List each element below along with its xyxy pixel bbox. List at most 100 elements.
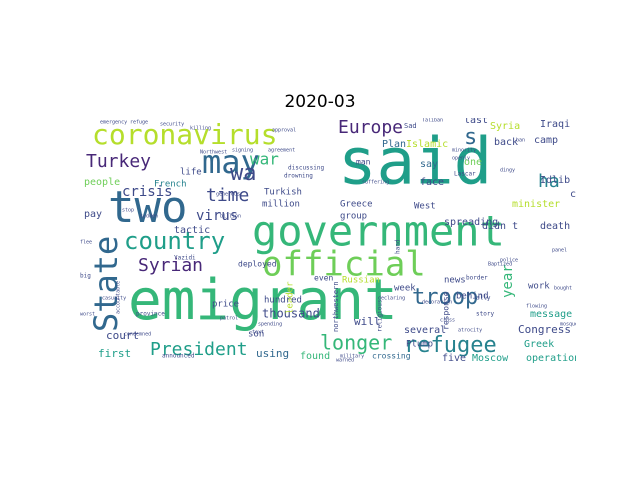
cloud-word: minority xyxy=(452,148,476,154)
cloud-word: people xyxy=(84,177,120,188)
cloud-word: Taliban xyxy=(422,118,443,124)
cloud-word: stop xyxy=(122,208,134,214)
cloud-word: price xyxy=(212,300,239,310)
chart-title: 2020-03 xyxy=(284,92,356,112)
cloud-word: spending xyxy=(258,322,282,328)
cloud-word: province xyxy=(136,311,165,318)
cloud-word: pay xyxy=(84,209,102,220)
cloud-word: week xyxy=(394,284,416,294)
cloud-word: Iraqi xyxy=(540,119,570,130)
cloud-word: emergency xyxy=(100,120,127,126)
cloud-word: crisis xyxy=(122,184,173,200)
cloud-word: spreading xyxy=(444,217,498,228)
cloud-word: using xyxy=(256,347,289,360)
cloud-word: announced xyxy=(162,353,195,360)
cloud-word: French xyxy=(154,180,187,190)
cloud-word: last xyxy=(464,118,488,126)
cloud-word: condemned xyxy=(124,332,151,338)
cloud-word: found xyxy=(300,351,330,362)
cloud-word: Moscow xyxy=(472,353,509,364)
cloud-word: behind xyxy=(456,292,489,302)
cloud-word: s xyxy=(464,125,477,150)
cloud-word: security xyxy=(160,122,184,128)
cloud-word: killing xyxy=(190,126,211,132)
cloud-word: northwestern xyxy=(332,281,340,332)
cloud-word: coronavirus xyxy=(92,118,277,151)
cloud-word: Lascar xyxy=(454,171,476,178)
cloud-word: Plan xyxy=(382,139,406,150)
cloud-word: suffering xyxy=(362,180,389,186)
cloud-word: billion xyxy=(220,214,241,220)
cloud-word: President xyxy=(150,339,248,360)
cloud-word: Syria xyxy=(490,121,520,132)
cloud-word: flee xyxy=(80,240,92,246)
cloud-word: Turkish xyxy=(264,188,302,198)
cloud-word: face xyxy=(420,177,444,188)
cloud-word: said xyxy=(338,126,492,200)
cloud-word: drowning xyxy=(284,173,313,180)
cloud-word: news xyxy=(444,276,466,286)
cloud-word: story xyxy=(476,311,494,318)
cloud-word: five xyxy=(442,353,466,364)
cloud-word: will xyxy=(354,315,381,328)
cloud-word: military xyxy=(340,354,364,360)
cloud-word: cross xyxy=(440,318,455,324)
cloud-word: generous xyxy=(216,192,240,198)
cloud-word: Congress xyxy=(518,323,571,336)
word-cloud: said emigrant government two coronavirus offi… xyxy=(80,118,576,366)
cloud-word: Yazidi xyxy=(174,255,196,262)
cloud-word: big xyxy=(80,273,91,280)
cloud-word: casualty xyxy=(102,296,126,302)
cloud-word: million xyxy=(262,200,300,210)
cloud-word: Syrian xyxy=(138,255,203,276)
cloud-word: Greek xyxy=(524,339,554,350)
cloud-word: ban xyxy=(516,138,525,144)
cloud-word: religious xyxy=(377,299,384,332)
cloud-word: patrol xyxy=(220,316,238,322)
cloud-word: time xyxy=(206,185,249,206)
cloud-word: official xyxy=(262,245,426,285)
cloud-word: declaring xyxy=(378,296,405,302)
cloud-word: deployed xyxy=(238,260,277,269)
cloud-word: group xyxy=(340,212,367,222)
cloud-word: ally xyxy=(476,295,491,302)
cloud-word: discussing xyxy=(288,165,325,172)
cloud-word: first xyxy=(98,347,131,360)
cloud-word: bought xyxy=(554,286,572,292)
cloud-word: approval xyxy=(272,128,296,134)
cloud-word: openly xyxy=(452,156,470,162)
cloud-word: thousand xyxy=(262,307,320,321)
cloud-word: dingy xyxy=(500,168,515,174)
cloud-word: hand xyxy=(395,239,402,254)
cloud-word: Northwest xyxy=(200,150,227,156)
cloud-word: tactic xyxy=(174,225,210,236)
cloud-word: city xyxy=(570,189,576,200)
word-cloud-canvas: said emigrant government two coronavirus offi… xyxy=(80,118,576,364)
cloud-word: refugee xyxy=(404,333,497,358)
cloud-word: war xyxy=(250,150,279,169)
cloud-word: Sad xyxy=(404,122,417,130)
cloud-word: border xyxy=(466,275,488,282)
cloud-word: emigrant xyxy=(128,268,398,333)
cloud-word: life xyxy=(180,168,202,178)
cloud-word: may xyxy=(202,143,260,181)
cloud-word: several xyxy=(404,325,446,336)
cloud-word: Russian xyxy=(342,276,380,286)
cloud-word: text xyxy=(252,330,264,336)
cloud-word: operation xyxy=(526,353,576,364)
cloud-word: minister xyxy=(512,199,560,210)
cloud-word: crossing xyxy=(372,352,411,361)
cloud-word: Idlib xyxy=(540,175,570,186)
cloud-word: signing xyxy=(232,148,253,154)
cloud-word: flowing xyxy=(526,304,547,310)
cloud-word: two xyxy=(108,182,187,233)
cloud-word: Turkey xyxy=(86,151,151,172)
cloud-word: virus xyxy=(196,208,238,224)
cloud-word: panel xyxy=(552,248,567,254)
cloud-word: accountable xyxy=(116,281,122,314)
cloud-word: year xyxy=(500,264,516,298)
cloud-word: work xyxy=(528,282,550,292)
cloud-word: didn t xyxy=(482,221,518,232)
cloud-word: Baptized xyxy=(488,262,512,268)
cloud-word: response xyxy=(442,291,451,330)
